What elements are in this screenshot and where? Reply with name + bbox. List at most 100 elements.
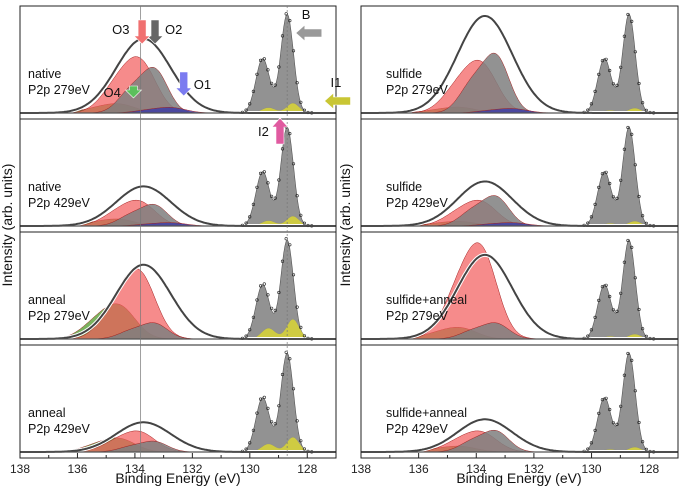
data-marker <box>248 441 252 445</box>
data-marker <box>255 72 259 76</box>
data-marker <box>622 147 627 151</box>
arrow-i1: I1 <box>324 75 351 110</box>
data-marker <box>273 422 277 426</box>
data-marker <box>295 305 299 309</box>
data-marker <box>644 108 648 112</box>
data-marker <box>600 172 605 176</box>
data-marker <box>291 49 296 53</box>
data-marker <box>262 170 266 174</box>
data-marker <box>277 65 281 69</box>
data-marker <box>633 276 637 280</box>
panel-anneal-P2p-429eV: anneal P2p 429eV <box>20 350 336 454</box>
panel-label-energy: P2p 429eV <box>28 196 91 210</box>
data-marker <box>302 108 307 112</box>
data-marker <box>637 194 641 199</box>
data-marker <box>277 404 281 408</box>
arrow-label: O4 <box>103 85 120 100</box>
data-marker <box>284 350 288 354</box>
data-marker <box>615 309 619 314</box>
panel-label-energy: P2p 429eV <box>28 422 91 436</box>
data-marker <box>626 351 630 356</box>
data-marker <box>611 308 616 312</box>
data-marker <box>280 372 285 377</box>
arrow-o2: O2 <box>146 19 182 45</box>
data-marker <box>240 223 244 227</box>
data-marker <box>259 397 263 401</box>
x-tick-label: 128 <box>297 462 317 476</box>
x-tick-label: 134 <box>466 462 486 476</box>
data-marker <box>280 147 285 151</box>
data-marker <box>608 68 612 73</box>
data-marker <box>644 447 648 452</box>
data-marker <box>266 293 270 297</box>
data-marker <box>248 328 252 332</box>
data-marker <box>299 325 303 330</box>
arrow-label: O1 <box>194 77 211 92</box>
data-marker <box>259 284 263 288</box>
data-marker <box>600 285 605 289</box>
data-marker <box>262 57 266 61</box>
data-marker <box>589 441 594 445</box>
data-marker <box>630 19 634 24</box>
data-marker <box>266 181 270 185</box>
panel-label-sample: sulfide <box>386 180 422 194</box>
data-marker <box>288 132 292 136</box>
data-marker <box>597 411 601 416</box>
data-marker <box>640 214 645 218</box>
data-marker <box>615 422 619 427</box>
data-marker <box>593 428 597 433</box>
x-tick-label: 136 <box>67 462 87 476</box>
panel-label-energy: P2p 429eV <box>386 196 449 210</box>
panel-label-energy: P2p 279eV <box>28 309 91 323</box>
data-marker <box>284 12 288 16</box>
arrow-shape <box>133 19 151 45</box>
data-marker <box>604 396 608 400</box>
data-marker <box>277 290 281 295</box>
data-marker <box>299 100 303 104</box>
data-marker <box>295 81 299 85</box>
data-marker <box>640 440 645 444</box>
panel-sulfide-P2p-429eV: sulfide P2p 429eV <box>361 125 678 228</box>
data-marker <box>637 81 641 86</box>
panel-label-sample: native <box>28 67 61 81</box>
data-marker <box>589 102 594 106</box>
data-marker <box>622 34 627 38</box>
arrow-label: B <box>302 7 311 22</box>
data-marker <box>630 132 634 136</box>
y-axis-title-right: Intensity (arb. units) <box>337 164 353 287</box>
data-marker <box>291 387 296 391</box>
x-tick-label: 134 <box>125 462 145 476</box>
data-marker <box>251 202 255 206</box>
x-tick-label: 128 <box>639 462 659 476</box>
arrow-shape <box>271 117 289 145</box>
data-marker <box>251 89 255 93</box>
data-marker <box>288 19 292 23</box>
arrow-label: I2 <box>258 124 269 139</box>
data-marker <box>302 221 307 225</box>
arrow-shape <box>175 71 193 97</box>
data-marker <box>262 395 266 400</box>
data-marker <box>604 57 608 61</box>
data-marker <box>608 407 612 412</box>
data-marker <box>270 194 274 198</box>
x-axis-title-right: Binding Energy (eV) <box>456 470 581 486</box>
data-marker <box>626 125 630 130</box>
panel-label-energy: P2p 429eV <box>386 422 449 436</box>
data-marker <box>626 238 630 243</box>
arrow-shape <box>324 92 351 110</box>
data-marker <box>262 282 266 286</box>
data-marker <box>611 195 616 199</box>
data-marker <box>633 389 637 393</box>
data-marker <box>248 102 252 106</box>
data-marker <box>619 404 623 408</box>
data-marker <box>255 185 259 189</box>
data-marker <box>593 315 597 320</box>
data-marker <box>288 243 292 247</box>
data-marker <box>295 194 299 198</box>
panel-label-sample: anneal <box>28 406 66 420</box>
arrow-i2: I2 <box>258 117 289 145</box>
data-marker <box>597 72 601 76</box>
panel-sulfide-anneal-P2p-429eV: sulfide+anneal P2p 429eV <box>361 351 678 454</box>
panel-label-energy: P2p 279eV <box>386 309 449 323</box>
data-marker <box>280 34 285 38</box>
